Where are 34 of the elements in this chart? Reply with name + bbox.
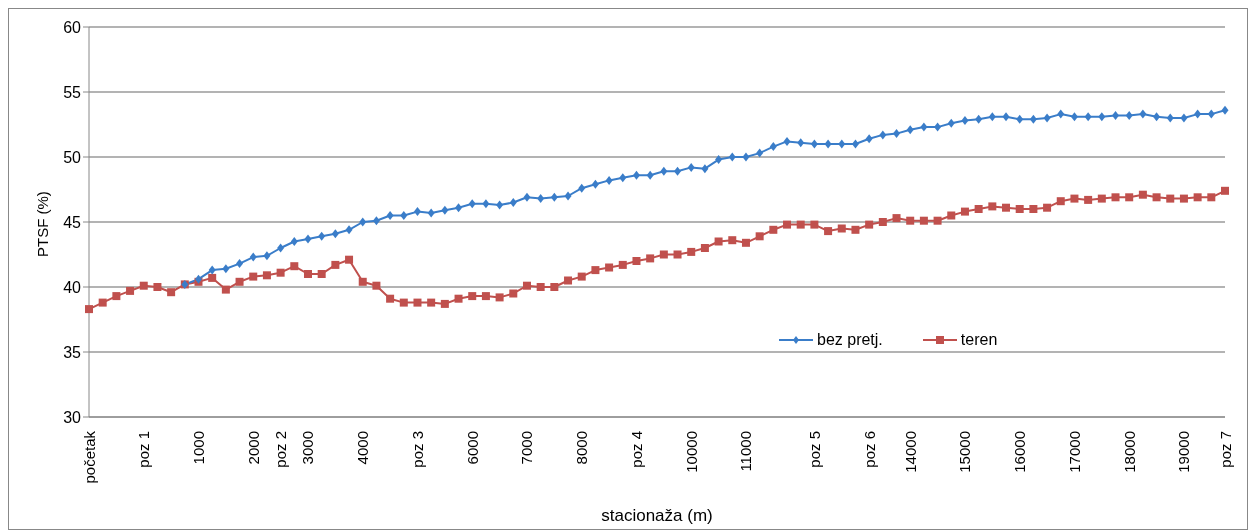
x-tick-label: poz 7	[1216, 431, 1234, 468]
y-tick-label: 40	[63, 278, 82, 296]
x-tick-label: 3000	[299, 431, 317, 465]
x-tick-label: 14000	[901, 431, 919, 473]
legend-label: bez pretj.	[817, 331, 883, 349]
x-tick-label: 17000	[1065, 431, 1083, 473]
y-tick-label: 55	[63, 83, 82, 101]
x-tick-label: 2000	[244, 431, 262, 465]
x-tick-label: poz 2	[272, 431, 290, 468]
x-tick-label: 8000	[573, 431, 591, 465]
legend-label: teren	[960, 331, 998, 349]
x-tick-label: 11000	[737, 431, 755, 472]
y-tick-label: 30	[63, 408, 82, 426]
x-tick-label: poz 6	[860, 431, 878, 468]
x-axis-title: stacionaža (m)	[601, 506, 713, 525]
x-tick-label: početak	[80, 430, 98, 484]
y-tick-label: 35	[63, 343, 82, 361]
x-tick-label: poz 4	[627, 431, 645, 468]
x-tick-label: 7000	[518, 431, 536, 465]
x-tick-label: 4000	[354, 431, 372, 465]
x-tick-label: 1000	[189, 431, 207, 465]
x-tick-label: 15000	[956, 431, 974, 473]
x-tick-label: 6000	[463, 431, 481, 465]
y-tick-label: 50	[63, 148, 82, 166]
y-axis-title: PTSF (%)	[34, 191, 52, 257]
x-tick-label: 18000	[1120, 431, 1138, 473]
x-tick-label: poz 1	[135, 431, 153, 468]
x-tick-label: poz 3	[408, 431, 426, 468]
y-tick-label: 60	[63, 18, 82, 36]
x-tick-label: 19000	[1175, 431, 1193, 473]
y-tick-label: 45	[63, 213, 82, 231]
x-tick-label: poz 5	[805, 431, 823, 468]
x-tick-label: 16000	[1011, 431, 1029, 473]
x-tick-label: 10000	[682, 431, 700, 473]
